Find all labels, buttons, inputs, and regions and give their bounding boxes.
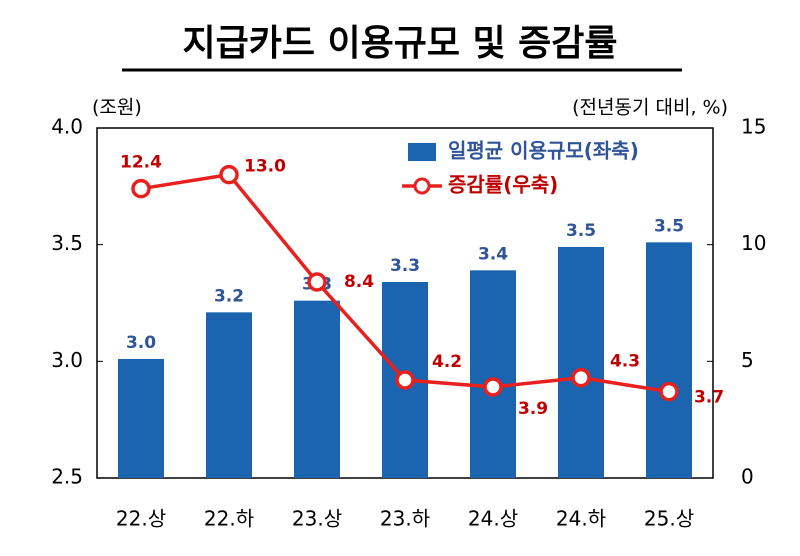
bar <box>558 247 604 478</box>
line-value-label: 4.3 <box>610 352 640 372</box>
bar <box>470 270 516 478</box>
line-point <box>395 370 415 390</box>
y-tick-label: 2.5 <box>51 465 83 489</box>
legend-label: 증감률(우축) <box>448 173 558 197</box>
y-tick-label: 3.5 <box>51 231 83 255</box>
line-point <box>659 381 679 402</box>
line-value-label: 13.0 <box>244 157 286 177</box>
bar-value-label: 3.2 <box>214 286 244 306</box>
line-value-label: 4.2 <box>432 352 462 372</box>
line-value-label: 3.9 <box>518 399 548 419</box>
x-tick-label: 24.상 <box>468 507 518 531</box>
y2-tick-label: 5 <box>741 348 754 372</box>
y-axis-label: (조원) <box>92 97 142 119</box>
bar-value-label: 3.4 <box>478 244 508 264</box>
x-tick-label: 24.하 <box>556 507 606 531</box>
bar <box>118 359 164 478</box>
legend-label: 일평균 이용규모(좌축) <box>448 139 639 163</box>
x-tick-label: 22.상 <box>116 507 166 531</box>
line-value-label: 12.4 <box>120 153 162 173</box>
bar-value-label: 3.3 <box>390 256 420 276</box>
bar <box>294 300 340 478</box>
y2-tick-label: 0 <box>741 465 754 489</box>
y-tick-label: 3.0 <box>51 348 83 372</box>
bar-value-label: 3.0 <box>126 333 156 353</box>
legend-marker <box>413 177 431 195</box>
x-tick-label: 22.하 <box>204 507 254 531</box>
line-value-label: 8.4 <box>344 272 374 292</box>
x-tick-label: 23.하 <box>380 507 430 531</box>
line-value-label: 3.7 <box>694 388 724 408</box>
y2-tick-label: 15 <box>741 115 766 139</box>
y2-tick-label: 10 <box>741 231 766 255</box>
bar <box>646 242 692 478</box>
line-point <box>483 377 503 397</box>
x-tick-label: 23.상 <box>292 507 342 531</box>
chart-title: 지급카드 이용규모 및 증감률 <box>182 23 617 64</box>
line-point <box>219 164 239 185</box>
y2-axis-label: (전년동기 대비, %) <box>572 97 728 119</box>
bar <box>206 312 252 478</box>
line-point <box>571 367 591 388</box>
line-point <box>131 178 151 199</box>
legend-swatch <box>408 143 436 161</box>
bar-value-label: 3.5 <box>654 216 684 236</box>
bar-value-label: 3.5 <box>566 221 596 241</box>
y-tick-label: 4.0 <box>51 115 83 139</box>
line-point <box>307 272 327 292</box>
x-tick-label: 25.상 <box>644 507 694 531</box>
